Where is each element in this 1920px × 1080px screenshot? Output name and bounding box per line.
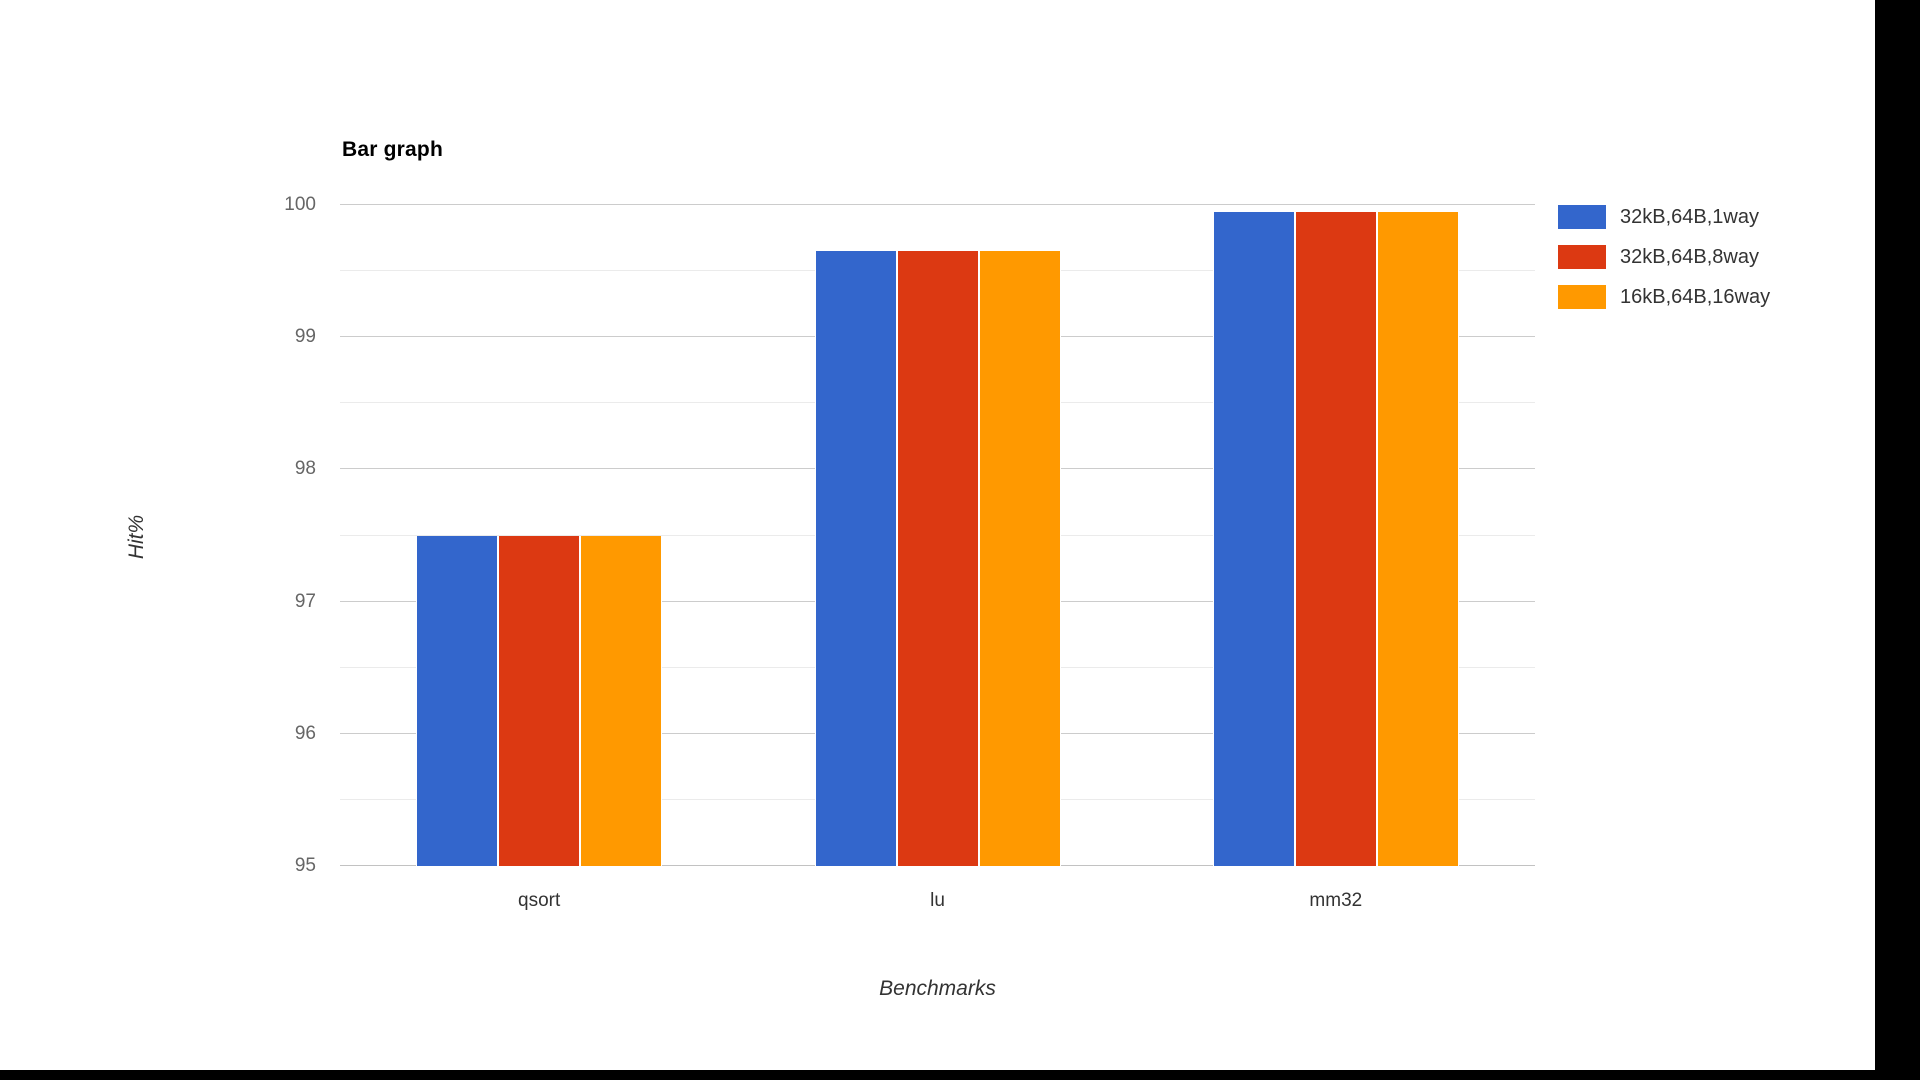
y-tick-label: 99: [294, 326, 316, 348]
legend-label: 16kB,64B,16way: [1620, 285, 1771, 308]
legend-item[interactable]: 32kB,64B,1way: [1558, 205, 1770, 229]
legend-label: 32kB,64B,8way: [1620, 245, 1759, 268]
plot-area: [340, 204, 1535, 866]
legend-label: 32kB,64B,1way: [1620, 205, 1759, 228]
y-axis-title: Hit%: [125, 514, 148, 560]
bar-mm32-16kB,64B,16way[interactable]: [1376, 211, 1459, 866]
category-label-qsort: qsort: [518, 890, 561, 911]
bar-lu-16kB,64B,16way[interactable]: [978, 251, 1061, 866]
bottom-black-bar: [0, 1070, 1920, 1080]
y-tick-label: 95: [294, 855, 316, 876]
legend-swatch: [1558, 285, 1606, 309]
right-black-bar: [1875, 0, 1920, 1080]
bar-lu-32kB,64B,8way[interactable]: [896, 251, 979, 866]
chart-title: Bar graph: [342, 138, 443, 161]
legend-swatch: [1558, 245, 1606, 269]
bar-lu-32kB,64B,1way[interactable]: [814, 251, 897, 866]
legend: 32kB,64B,1way 32kB,64B,8way 16kB,64B,16way: [1558, 205, 1770, 325]
y-tick-label: 96: [294, 722, 316, 744]
y-tick-label: 100: [284, 194, 316, 215]
x-axis-title: Benchmarks: [879, 977, 996, 1000]
y-tick-label: 98: [294, 458, 316, 480]
bar-qsort-16kB,64B,16way[interactable]: [580, 535, 663, 866]
bar-mm32-32kB,64B,1way[interactable]: [1212, 211, 1295, 866]
category-label-lu: lu: [930, 890, 945, 911]
y-tick-label: 97: [294, 590, 316, 612]
bar-mm32-32kB,64B,8way[interactable]: [1294, 211, 1377, 866]
bar-qsort-32kB,64B,8way[interactable]: [498, 535, 581, 866]
legend-item[interactable]: 32kB,64B,8way: [1558, 245, 1770, 269]
legend-item[interactable]: 16kB,64B,16way: [1558, 285, 1770, 309]
major-gridline: [340, 204, 1535, 205]
category-label-mm32: mm32: [1309, 890, 1363, 911]
legend-swatch: [1558, 205, 1606, 229]
bar-qsort-32kB,64B,1way[interactable]: [416, 535, 499, 866]
